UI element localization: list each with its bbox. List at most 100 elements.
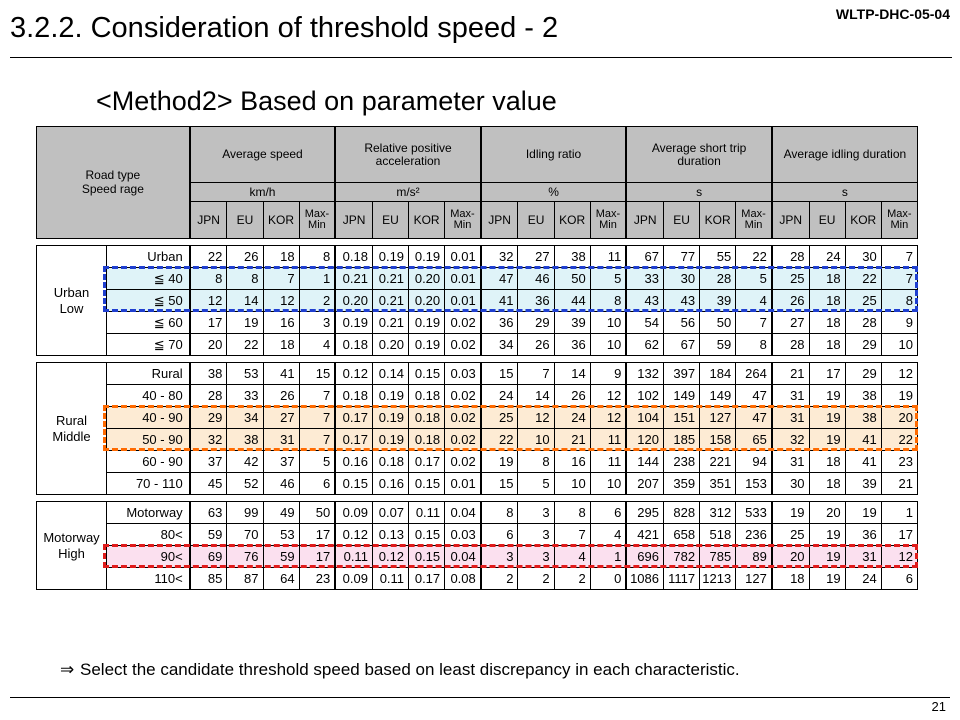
- speed-range-cell: ≦ 70: [106, 333, 191, 356]
- value-cell: 0.19: [334, 311, 373, 334]
- value-cell: 30: [662, 267, 701, 290]
- value-cell: 24: [808, 245, 846, 268]
- value-cell: 153: [735, 472, 773, 495]
- value-cell: 15: [298, 362, 336, 385]
- value-cell: 0.13: [371, 523, 410, 546]
- value-cell: 59: [699, 333, 737, 356]
- value-cell: 65: [735, 428, 773, 451]
- value-cell: 0.19: [408, 311, 446, 334]
- column-group-header: Average idling duration: [770, 126, 918, 183]
- value-cell: 8: [298, 245, 336, 268]
- value-cell: 89: [735, 545, 773, 568]
- value-cell: 22: [226, 333, 264, 356]
- value-cell: 26: [553, 384, 591, 407]
- value-cell: 120: [625, 428, 665, 451]
- value-cell: 7: [298, 384, 336, 407]
- value-cell: 0.11: [408, 501, 446, 524]
- subcolumn-header: KOR: [844, 201, 882, 239]
- value-cell: 1: [880, 501, 919, 524]
- value-cell: 0.17: [334, 406, 373, 429]
- value-cell: 11: [589, 428, 627, 451]
- speed-range-cell: 90<: [106, 545, 191, 568]
- value-cell: 0.21: [371, 289, 410, 312]
- value-cell: 0.11: [334, 545, 373, 568]
- value-cell: 15: [479, 362, 519, 385]
- value-cell: 44: [553, 289, 591, 312]
- table-row: 50 - 90 32 38 31 7 0.17 0.19 0.18 0.02 22 10 21 11 12…: [37, 428, 919, 451]
- value-cell: 7: [880, 267, 919, 290]
- value-cell: 22: [880, 428, 919, 451]
- value-cell: 25: [770, 523, 810, 546]
- value-cell: 10: [553, 472, 591, 495]
- value-cell: 221: [699, 450, 737, 473]
- value-cell: 0.18: [334, 384, 373, 407]
- column-group-header: Average short trip duration: [625, 126, 773, 183]
- speed-range-cell: 80<: [106, 523, 191, 546]
- value-cell: 10: [589, 472, 627, 495]
- value-cell: 0.17: [408, 450, 446, 473]
- value-cell: 0.04: [444, 501, 482, 524]
- value-cell: 27: [262, 406, 300, 429]
- value-cell: 53: [226, 362, 264, 385]
- spacer-cell: [36, 355, 918, 363]
- value-cell: 41: [479, 289, 519, 312]
- spacer-row: [36, 238, 918, 246]
- value-cell: 0.18: [408, 406, 446, 429]
- value-cell: 37: [262, 450, 300, 473]
- value-cell: 19: [808, 545, 846, 568]
- value-cell: 39: [844, 472, 882, 495]
- value-cell: 26: [517, 333, 555, 356]
- value-cell: 45: [188, 472, 228, 495]
- value-cell: 36: [844, 523, 882, 546]
- value-cell: 236: [735, 523, 773, 546]
- value-cell: 0.21: [334, 267, 373, 290]
- spacer-cell: [36, 238, 918, 246]
- value-cell: 127: [699, 406, 737, 429]
- value-cell: 70: [226, 523, 264, 546]
- value-cell: 19: [479, 450, 519, 473]
- value-cell: 0.01: [444, 267, 482, 290]
- subcolumn-header: EU: [808, 201, 846, 239]
- subcolumn-header: KOR: [408, 201, 446, 239]
- value-cell: 12: [517, 406, 555, 429]
- value-cell: 0.20: [408, 289, 446, 312]
- value-cell: 43: [625, 289, 665, 312]
- value-cell: 38: [844, 406, 882, 429]
- table-row: 80< 59 70 53 17 0.12 0.13 0.15 0.03 6 3 7 4 421 658 518…: [37, 523, 919, 546]
- value-cell: 8: [226, 267, 264, 290]
- value-cell: 54: [625, 311, 665, 334]
- value-cell: 1117: [662, 567, 701, 590]
- value-cell: 18: [808, 472, 846, 495]
- value-cell: 7: [298, 406, 336, 429]
- value-cell: 421: [625, 523, 665, 546]
- value-cell: 38: [553, 245, 591, 268]
- value-cell: 19: [808, 428, 846, 451]
- value-cell: 7: [880, 245, 919, 268]
- value-cell: 2: [517, 567, 555, 590]
- value-cell: 0.02: [444, 450, 482, 473]
- value-cell: 0.02: [444, 333, 482, 356]
- value-cell: 38: [844, 384, 882, 407]
- value-cell: 14: [517, 384, 555, 407]
- value-cell: 158: [699, 428, 737, 451]
- value-cell: 29: [517, 311, 555, 334]
- value-cell: 20: [808, 501, 846, 524]
- value-cell: 55: [699, 245, 737, 268]
- parameter-table: Road type Speed rage Average speed Relative…: [35, 126, 919, 590]
- value-cell: 7: [553, 523, 591, 546]
- value-cell: 24: [479, 384, 519, 407]
- value-cell: 0.11: [371, 567, 410, 590]
- table-row: 90< 69 76 59 17 0.11 0.12 0.15 0.04 3 3 4 1 696 782 785…: [37, 545, 919, 568]
- column-group-header: Average speed: [188, 126, 336, 183]
- value-cell: 21: [880, 472, 919, 495]
- table-row: 60 - 90 37 42 37 5 0.16 0.18 0.17 0.02 19 8 16 11 144…: [37, 450, 919, 473]
- value-cell: 184: [699, 362, 737, 385]
- value-cell: 0.15: [334, 472, 373, 495]
- value-cell: 151: [662, 406, 701, 429]
- value-cell: 22: [735, 245, 773, 268]
- table-row: ≦ 40 8 8 7 1 0.21 0.21 0.20 0.01 47 46 50 5 33 30 28 5 25…: [37, 267, 919, 290]
- value-cell: 1086: [625, 567, 665, 590]
- speed-range-cell: ≦ 60: [106, 311, 191, 334]
- value-cell: 0.18: [334, 333, 373, 356]
- value-cell: 50: [699, 311, 737, 334]
